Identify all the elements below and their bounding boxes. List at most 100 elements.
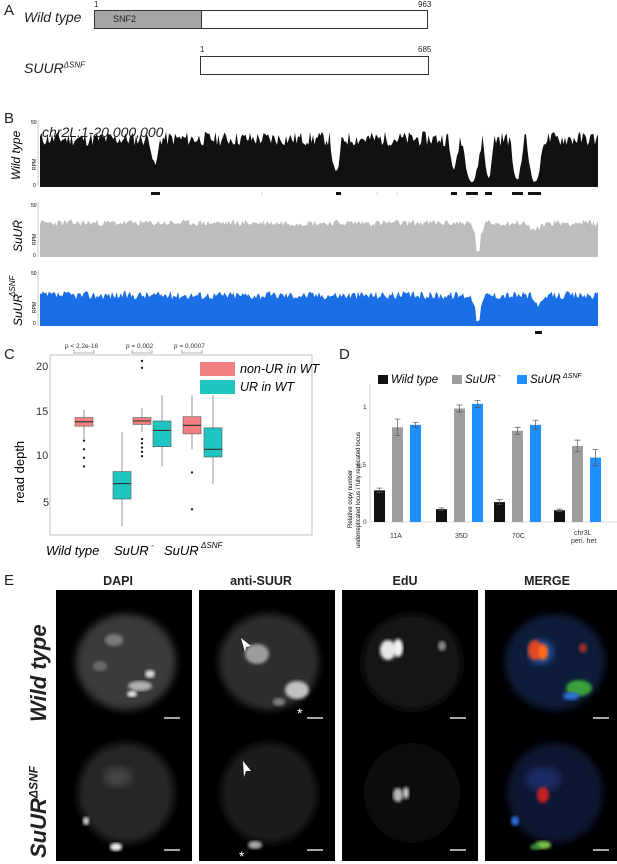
track2-unit: RPM [32,234,38,245]
mut-start-number: 1 [200,45,205,54]
error-bar [394,418,401,436]
c-ylabel: read depth [12,441,27,503]
d-ylabel-line2: underreplicated locus / fully replicated… [356,432,362,548]
track3-label: SuUR [11,294,25,326]
error-bar [556,508,563,512]
track2-ymin: 0 [33,253,36,259]
c-ytick-15: 15 [36,406,48,418]
row-label-suursnf: SuURΔSNF [26,766,51,858]
error-bar [592,449,599,467]
c-pvalue-brackets [73,350,203,354]
c-group-wt: Wild type [46,543,99,558]
copy-number-bar [374,490,385,522]
channel-title-anti-suur: anti-SUUR [230,574,292,588]
mut-end-number: 685 [418,45,432,54]
track3-ur-marker [535,331,542,334]
panel-b-letter: B [4,110,15,127]
mutant-protein-label: SUURΔSNF [24,60,86,76]
box-outlier [140,442,144,445]
micrograph-wt-anti-suur: * [199,590,335,726]
d-cat-70c: 70C [512,533,525,540]
d-legend-snf: SuUR [530,374,561,386]
box-outlier [140,446,144,449]
snf2-domain: SNF2 [95,11,202,28]
track2-ymax: 50 [31,203,37,209]
copy-number-bar [454,408,465,522]
copy-number-bar [472,403,483,522]
c-ytick-5: 5 [43,497,49,509]
box-outlier [140,366,144,370]
wt-end-number: 963 [418,0,432,9]
copy-number-bar [530,424,541,522]
wt-protein-label: Wild type [24,9,82,25]
copy-number-bar [410,424,421,522]
track1-ymax: 50 [31,120,37,126]
micrograph-wt-edu [342,590,478,726]
micrograph-snf-anti-suur: * [199,725,335,861]
c-boxes [74,359,223,527]
box-iqr [152,420,172,448]
error-bar [412,422,419,428]
d-cat-perihet: peri. het [571,538,596,545]
error-bar [574,439,581,453]
c-group-suur: SuUR [114,543,149,558]
copy-number-bar [512,430,523,522]
track3-coverage [40,291,598,326]
track2-sup: - [8,222,17,225]
channel-title-edu: EdU [392,574,418,588]
micrograph-wt-merge [485,590,617,726]
track3-unit: RPM [32,302,38,313]
d-cat-35d: 35D [455,533,468,540]
panel-a-letter: A [4,2,15,19]
track1-unit: RPM [32,159,38,170]
track3-ymax: 50 [31,271,37,277]
arrowhead-icon [241,638,251,652]
c-legend-swatch-ur [200,380,235,394]
d-legend-suur-sup: - [498,373,501,380]
read-depth-boxplot: read depth 20 15 10 5 p < 2.2e-16 p = 0.… [12,343,320,558]
error-bar [376,487,383,494]
track3-sup: ΔSNF [8,275,17,298]
track1-coverage [40,131,598,187]
copy-number-bar [436,509,447,522]
d-ytick-1: 1 [363,404,367,411]
track1-ymin: 0 [33,183,36,189]
asterisk-mark-2: * [239,848,245,861]
box-outlier [140,450,144,454]
box-iqr [112,471,132,500]
box-outlier [140,454,144,458]
box-outlier [140,437,144,441]
asterisk-mark: * [297,705,303,721]
box-outlier [82,439,86,442]
copy-number-barchart: Wild type SuUR - SuUR ΔSNF Relative copy… [348,373,617,548]
c-legend-label-nonur: non-UR in WT [240,362,320,376]
panel-e-letter: E [4,572,15,589]
snf2-domain-label: SNF2 [113,14,137,24]
error-bar [474,399,481,408]
panel-c-letter: C [4,346,15,363]
c-legend-label-ur: UR in WT [240,380,296,394]
copy-number-bar [494,502,505,522]
c-legend-swatch-nonur [200,362,235,376]
micrograph-snf-dapi [56,725,192,861]
c-pvalue-2: p = 0.002 [126,343,154,350]
track2-label: SuUR [11,220,25,252]
error-bar [438,507,445,511]
wt-protein-bar: SNF2 [94,10,428,29]
track1-label: Wild type [9,130,23,180]
d-ytick-0: 0 [363,519,367,526]
coverage-tracks: Wild type 50 RPM 0 SuUR - 50 RPM 0 SuUR … [8,120,598,334]
c-group-suursnf-sup: ΔSNF [200,541,223,550]
row-label-wildtype: Wild type [26,624,51,722]
error-bar [514,426,521,435]
wt-start-number: 1 [94,0,99,9]
c-ytick-10: 10 [36,450,48,462]
box-outlier [82,448,86,451]
copy-number-bar [572,445,583,522]
channel-title-dapi: DAPI [103,574,133,588]
d-legend-suur: SuUR [465,374,496,386]
channel-title-merge: MERGE [524,574,570,588]
micrograph-wt-dapi [56,590,192,726]
box-iqr [203,427,223,458]
track2-coverage [40,219,598,257]
